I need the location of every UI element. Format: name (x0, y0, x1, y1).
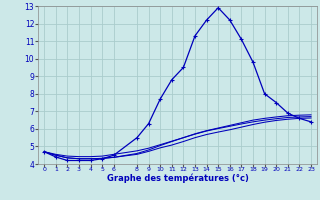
X-axis label: Graphe des températures (°c): Graphe des températures (°c) (107, 173, 249, 183)
